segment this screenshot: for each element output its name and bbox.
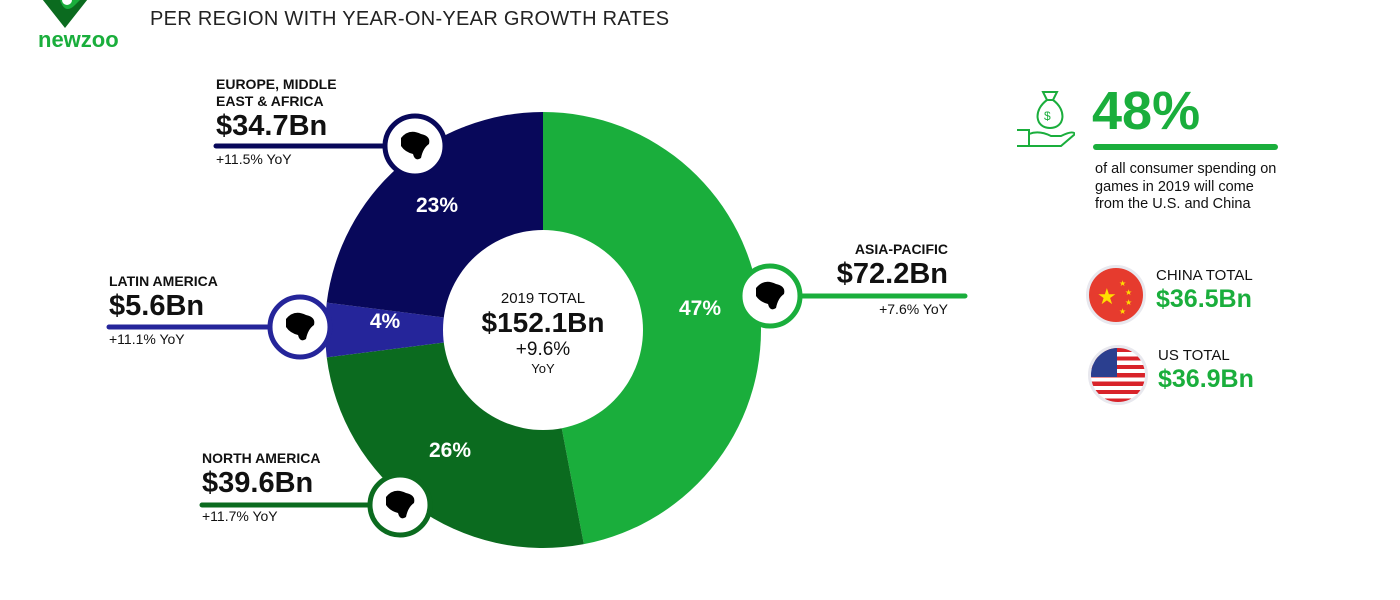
- svg-text:★: ★: [1119, 279, 1126, 288]
- slice-label-2: 4%: [370, 310, 401, 333]
- stat-description: of all consumer spending on games in 201…: [1095, 161, 1277, 212]
- svg-text:★: ★: [1097, 284, 1117, 309]
- label-north-america: NORTH AMERICA $39.6Bn +11.7% YoY: [202, 450, 320, 524]
- apac-map-icon-shape: [756, 281, 785, 310]
- latam-name: LATIN AMERICA: [109, 273, 218, 289]
- label-latam: LATIN AMERICA $5.6Bn +11.1% YoY: [109, 273, 218, 347]
- center-growth-unit: YoY: [531, 361, 555, 376]
- donut-hole: [443, 230, 643, 430]
- svg-text:★: ★: [1125, 288, 1132, 297]
- slice-0: [543, 112, 761, 545]
- center-label: 2019 TOTAL: [500, 290, 586, 307]
- newzoo-logo-icon: [42, 0, 88, 28]
- center-value: $152.1Bn: [481, 307, 605, 338]
- slice-2: [325, 302, 543, 358]
- us-total-value: $36.9Bn: [1158, 365, 1254, 393]
- chart-subtitle: PER REGION WITH YEAR-ON-YEAR GROWTH RATE…: [150, 8, 670, 30]
- apac-yoy: +7.6% YoY: [879, 301, 948, 317]
- emea-yoy: +11.5% YoY: [216, 151, 292, 167]
- center-total: 2019 TOTAL $152.1Bn +9.6% YoY: [443, 290, 643, 376]
- us-total-label: US TOTAL: [1158, 347, 1230, 364]
- latam-value: $5.6Bn: [109, 290, 205, 322]
- emea-map-icon-shape: [401, 131, 430, 160]
- china-total-value: $36.5Bn: [1156, 285, 1252, 313]
- na-value: $39.6Bn: [202, 467, 314, 499]
- na-map-icon-shape: [386, 490, 415, 519]
- latam-map-icon-shape: [286, 312, 315, 341]
- slice-label-1: 26%: [429, 439, 471, 462]
- apac-name: ASIA-PACIFIC: [854, 241, 948, 257]
- money-bag-hand-icon: $: [1017, 91, 1075, 147]
- svg-text:$: $: [1044, 109, 1051, 123]
- center-growth: +9.6%: [515, 339, 571, 360]
- label-asia-pacific: ASIA-PACIFIC $72.2Bn +7.6% YoY: [800, 241, 948, 317]
- stat-48-percent: 48%: [1092, 81, 1201, 141]
- emea-value: $34.7Bn: [216, 110, 328, 142]
- slice-label-0: 47%: [679, 297, 721, 320]
- china-flag-icon: ★ ★ ★ ★ ★: [1086, 265, 1146, 325]
- svg-text:★: ★: [1125, 298, 1132, 307]
- na-yoy: +11.7% YoY: [202, 508, 278, 524]
- label-emea: EUROPE, MIDDLE EAST & AFRICA $34.7Bn +11…: [216, 76, 356, 167]
- apac-value: $72.2Bn: [836, 258, 948, 290]
- logo-text: newzoo: [38, 27, 119, 52]
- stat-underline: [1093, 144, 1278, 150]
- slice-label-3: 23%: [416, 194, 458, 217]
- emea-name: EUROPE, MIDDLE EAST & AFRICA: [216, 76, 337, 109]
- us-flag-icon: [1088, 345, 1148, 405]
- china-total-label: CHINA TOTAL: [1156, 267, 1253, 284]
- svg-text:★: ★: [1119, 307, 1126, 316]
- latam-yoy: +11.1% YoY: [109, 331, 185, 347]
- na-name: NORTH AMERICA: [202, 450, 321, 466]
